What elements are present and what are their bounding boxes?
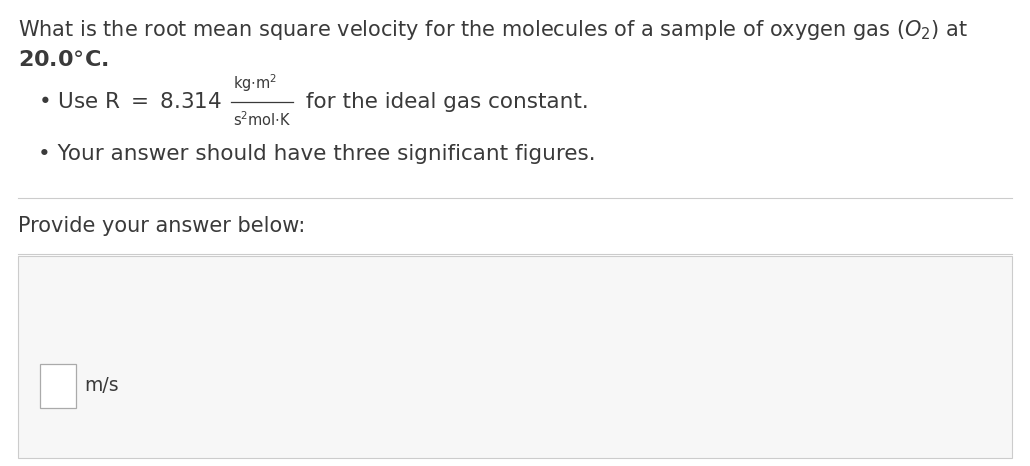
Text: Provide your answer below:: Provide your answer below: — [18, 216, 305, 236]
Text: m/s: m/s — [84, 376, 118, 395]
Text: What is the root mean square velocity for the molecules of a sample of oxygen ga: What is the root mean square velocity fo… — [18, 18, 968, 42]
FancyBboxPatch shape — [40, 363, 76, 407]
Text: for the ideal gas constant.: for the ideal gas constant. — [299, 92, 589, 112]
Text: • Your answer should have three significant figures.: • Your answer should have three signific… — [38, 144, 595, 164]
FancyBboxPatch shape — [18, 256, 1012, 458]
Text: • Use R $=$ 8.314: • Use R $=$ 8.314 — [38, 92, 221, 112]
Text: s$^2$mol$\cdot$K: s$^2$mol$\cdot$K — [233, 110, 291, 129]
Text: 20.0$\degree$C.: 20.0$\degree$C. — [18, 50, 108, 70]
Text: kg$\cdot$m$^2$: kg$\cdot$m$^2$ — [233, 72, 277, 94]
